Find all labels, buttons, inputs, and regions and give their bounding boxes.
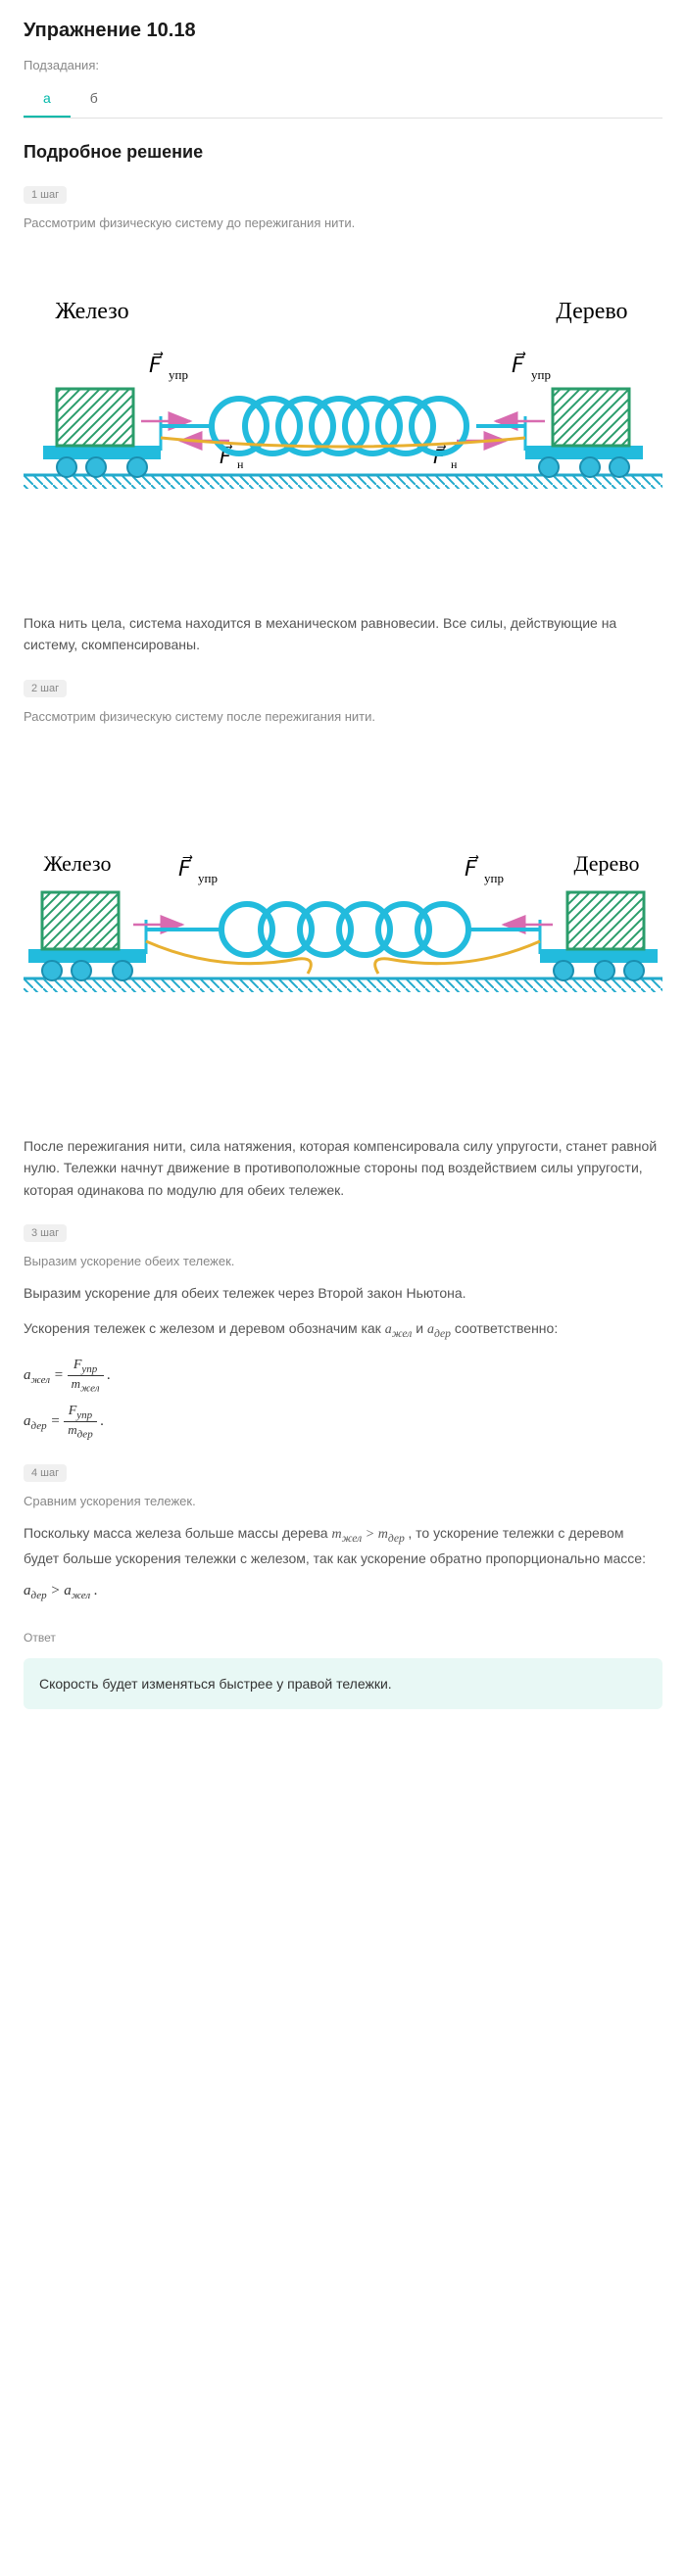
subtasks-label: Подзадания: — [24, 58, 662, 72]
label-iron: Железо — [55, 299, 128, 324]
math-ineq-mass: mжел > mдер — [331, 1527, 408, 1542]
svg-text:F⃗: F⃗ — [178, 855, 193, 881]
text-part: соответственно: — [455, 1320, 558, 1336]
step-1-text: Рассмотрим физическую систему до пережиг… — [24, 215, 662, 230]
svg-text:F⃗: F⃗ — [149, 352, 164, 377]
step-3-text: Выразим ускорение обеих тележек. — [24, 1254, 662, 1268]
step-3-badge: 3 шаг — [24, 1224, 67, 1242]
step-3-row: 3 шаг — [24, 1224, 662, 1242]
page-title: Упражнение 10.18 — [24, 20, 662, 42]
text-part: Ускорения тележек с железом и деревом об… — [24, 1320, 385, 1336]
step-2-badge: 2 шаг — [24, 680, 67, 697]
svg-text:упр: упр — [531, 367, 551, 382]
diagram-before: Железо F⃗ упр F⃗ н Дерево F⃗ упр F⃗ н — [24, 260, 662, 553]
formula-3: aдер > aжел . — [24, 1583, 662, 1601]
svg-text:F⃗: F⃗ — [512, 352, 526, 377]
svg-text:Дерево: Дерево — [556, 299, 627, 324]
step-3-para2: Ускорения тележек с железом и деревом об… — [24, 1317, 662, 1343]
math-a-zhel: aжел — [385, 1322, 413, 1337]
step-1-row: 1 шаг — [24, 186, 662, 204]
math-a-der: aдер — [427, 1322, 451, 1337]
step-2-text: Рассмотрим физическую систему после пере… — [24, 709, 662, 724]
tab-b[interactable]: б — [71, 80, 118, 118]
step-4-text: Сравним ускорения тележек. — [24, 1494, 662, 1508]
text-part: Поскольку масса железа больше массы дере… — [24, 1525, 331, 1541]
step-1-paragraph: Пока нить цела, система находится в меха… — [24, 612, 662, 656]
tab-a[interactable]: а — [24, 80, 71, 118]
svg-text:упр: упр — [169, 367, 188, 382]
svg-text:Дерево: Дерево — [573, 851, 639, 876]
step-4-row: 4 шаг — [24, 1464, 662, 1482]
step-3-para1: Выразим ускорение для обеих тележек чере… — [24, 1282, 662, 1304]
solution-heading: Подробное решение — [24, 142, 662, 163]
formula-2: aдер = Fупр mдер . — [24, 1404, 662, 1440]
tabs: а б — [24, 80, 662, 119]
step-4-badge: 4 шаг — [24, 1464, 67, 1482]
svg-text:F⃗: F⃗ — [465, 855, 479, 881]
step-4-paragraph: Поскольку масса железа больше массы дере… — [24, 1522, 662, 1570]
svg-text:Железо: Железо — [44, 851, 112, 876]
step-2-paragraph: После пережигания нити, сила натяжения, … — [24, 1135, 662, 1201]
text-part: и — [416, 1320, 427, 1336]
step-2-row: 2 шаг — [24, 680, 662, 697]
svg-text:н: н — [451, 457, 458, 471]
diagram-after: Железо F⃗ упр Дерево F⃗ упр — [24, 763, 662, 1057]
svg-text:н: н — [237, 457, 244, 471]
svg-text:упр: упр — [484, 871, 504, 885]
formula-1: aжел = Fупр mжел . — [24, 1358, 662, 1394]
svg-text:упр: упр — [198, 871, 218, 885]
step-1-badge: 1 шаг — [24, 186, 67, 204]
answer-box: Скорость будет изменяться быстрее у прав… — [24, 1658, 662, 1709]
answer-label: Ответ — [24, 1631, 662, 1645]
